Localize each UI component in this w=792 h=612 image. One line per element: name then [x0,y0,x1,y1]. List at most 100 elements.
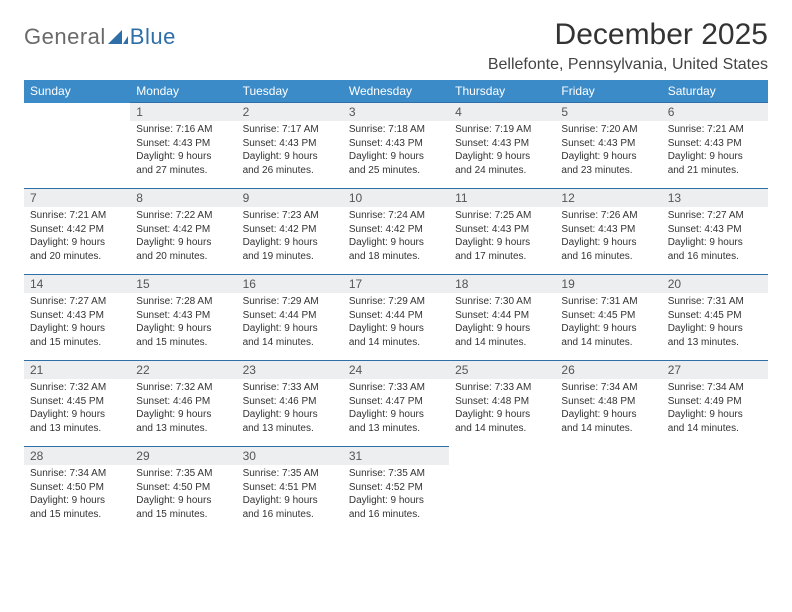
daylight-text: and 25 minutes. [349,164,443,178]
day-details: Sunrise: 7:16 AMSunset: 4:43 PMDaylight:… [130,121,236,181]
calendar-day-cell: 14Sunrise: 7:27 AMSunset: 4:43 PMDayligh… [24,275,130,361]
sunrise-text: Sunrise: 7:28 AM [136,295,230,309]
sunrise-text: Sunrise: 7:27 AM [30,295,124,309]
weekday-header: Thursday [449,80,555,103]
day-number: 25 [449,361,555,379]
sunrise-text: Sunrise: 7:35 AM [136,467,230,481]
day-details: Sunrise: 7:18 AMSunset: 4:43 PMDaylight:… [343,121,449,181]
daylight-text: Daylight: 9 hours [243,322,337,336]
daylight-text: Daylight: 9 hours [455,408,549,422]
calendar-day-cell: 24Sunrise: 7:33 AMSunset: 4:47 PMDayligh… [343,361,449,447]
sunset-text: Sunset: 4:46 PM [136,395,230,409]
daylight-text: and 14 minutes. [668,422,762,436]
sunset-text: Sunset: 4:43 PM [668,137,762,151]
day-number: 20 [662,275,768,293]
day-number: 31 [343,447,449,465]
sunset-text: Sunset: 4:43 PM [455,223,549,237]
sunrise-text: Sunrise: 7:25 AM [455,209,549,223]
sunset-text: Sunset: 4:50 PM [30,481,124,495]
sunset-text: Sunset: 4:49 PM [668,395,762,409]
daylight-text: Daylight: 9 hours [243,494,337,508]
sunrise-text: Sunrise: 7:22 AM [136,209,230,223]
calendar-day-cell [662,447,768,533]
sunset-text: Sunset: 4:47 PM [349,395,443,409]
sunrise-text: Sunrise: 7:35 AM [243,467,337,481]
sunrise-text: Sunrise: 7:34 AM [668,381,762,395]
daylight-text: and 24 minutes. [455,164,549,178]
day-number: 28 [24,447,130,465]
daylight-text: and 14 minutes. [561,336,655,350]
sunrise-text: Sunrise: 7:32 AM [136,381,230,395]
daylight-text: and 26 minutes. [243,164,337,178]
sunrise-text: Sunrise: 7:20 AM [561,123,655,137]
daylight-text: Daylight: 9 hours [30,408,124,422]
day-details: Sunrise: 7:29 AMSunset: 4:44 PMDaylight:… [237,293,343,353]
day-details: Sunrise: 7:27 AMSunset: 4:43 PMDaylight:… [24,293,130,353]
daylight-text: and 14 minutes. [455,422,549,436]
calendar-day-cell: 26Sunrise: 7:34 AMSunset: 4:48 PMDayligh… [555,361,661,447]
daylight-text: and 16 minutes. [349,508,443,522]
weekday-header: Friday [555,80,661,103]
sunrise-text: Sunrise: 7:31 AM [668,295,762,309]
day-details: Sunrise: 7:17 AMSunset: 4:43 PMDaylight:… [237,121,343,181]
sunset-text: Sunset: 4:45 PM [668,309,762,323]
day-details: Sunrise: 7:32 AMSunset: 4:46 PMDaylight:… [130,379,236,439]
day-number: 9 [237,189,343,207]
sunset-text: Sunset: 4:42 PM [136,223,230,237]
daylight-text: and 13 minutes. [349,422,443,436]
day-number: 2 [237,103,343,121]
daylight-text: and 14 minutes. [455,336,549,350]
day-details: Sunrise: 7:30 AMSunset: 4:44 PMDaylight:… [449,293,555,353]
sunset-text: Sunset: 4:52 PM [349,481,443,495]
sunrise-text: Sunrise: 7:26 AM [561,209,655,223]
weekday-header: Sunday [24,80,130,103]
day-number: 11 [449,189,555,207]
calendar-day-cell: 19Sunrise: 7:31 AMSunset: 4:45 PMDayligh… [555,275,661,361]
day-number: 1 [130,103,236,121]
calendar-week-row: 7Sunrise: 7:21 AMSunset: 4:42 PMDaylight… [24,189,768,275]
location-text: Bellefonte, Pennsylvania, United States [488,56,768,74]
sunset-text: Sunset: 4:42 PM [349,223,443,237]
calendar-day-cell: 20Sunrise: 7:31 AMSunset: 4:45 PMDayligh… [662,275,768,361]
calendar-day-cell: 3Sunrise: 7:18 AMSunset: 4:43 PMDaylight… [343,103,449,189]
day-number: 21 [24,361,130,379]
day-details: Sunrise: 7:27 AMSunset: 4:43 PMDaylight:… [662,207,768,267]
day-number: 29 [130,447,236,465]
weekday-header: Saturday [662,80,768,103]
daylight-text: and 15 minutes. [30,508,124,522]
day-details: Sunrise: 7:33 AMSunset: 4:47 PMDaylight:… [343,379,449,439]
daylight-text: Daylight: 9 hours [349,494,443,508]
daylight-text: and 13 minutes. [30,422,124,436]
day-number: 22 [130,361,236,379]
day-details: Sunrise: 7:32 AMSunset: 4:45 PMDaylight:… [24,379,130,439]
daylight-text: and 17 minutes. [455,250,549,264]
sunset-text: Sunset: 4:43 PM [136,137,230,151]
calendar-day-cell: 28Sunrise: 7:34 AMSunset: 4:50 PMDayligh… [24,447,130,533]
daylight-text: Daylight: 9 hours [136,150,230,164]
day-number: 24 [343,361,449,379]
daylight-text: and 14 minutes. [561,422,655,436]
sunrise-text: Sunrise: 7:34 AM [30,467,124,481]
sunset-text: Sunset: 4:44 PM [455,309,549,323]
calendar-day-cell: 17Sunrise: 7:29 AMSunset: 4:44 PMDayligh… [343,275,449,361]
daylight-text: and 21 minutes. [668,164,762,178]
daylight-text: Daylight: 9 hours [136,322,230,336]
day-details: Sunrise: 7:19 AMSunset: 4:43 PMDaylight:… [449,121,555,181]
brand-part1: General [24,24,106,49]
sunrise-text: Sunrise: 7:18 AM [349,123,443,137]
sunset-text: Sunset: 4:43 PM [349,137,443,151]
sunset-text: Sunset: 4:48 PM [455,395,549,409]
daylight-text: Daylight: 9 hours [668,150,762,164]
sunset-text: Sunset: 4:45 PM [561,309,655,323]
page-title: December 2025 [488,18,768,52]
daylight-text: Daylight: 9 hours [349,236,443,250]
calendar-day-cell: 9Sunrise: 7:23 AMSunset: 4:42 PMDaylight… [237,189,343,275]
title-block: December 2025 Bellefonte, Pennsylvania, … [488,18,768,74]
day-details: Sunrise: 7:21 AMSunset: 4:43 PMDaylight:… [662,121,768,181]
day-number: 18 [449,275,555,293]
calendar-day-cell: 7Sunrise: 7:21 AMSunset: 4:42 PMDaylight… [24,189,130,275]
day-details: Sunrise: 7:21 AMSunset: 4:42 PMDaylight:… [24,207,130,267]
day-details: Sunrise: 7:20 AMSunset: 4:43 PMDaylight:… [555,121,661,181]
sunrise-text: Sunrise: 7:21 AM [668,123,762,137]
calendar-week-row: 14Sunrise: 7:27 AMSunset: 4:43 PMDayligh… [24,275,768,361]
